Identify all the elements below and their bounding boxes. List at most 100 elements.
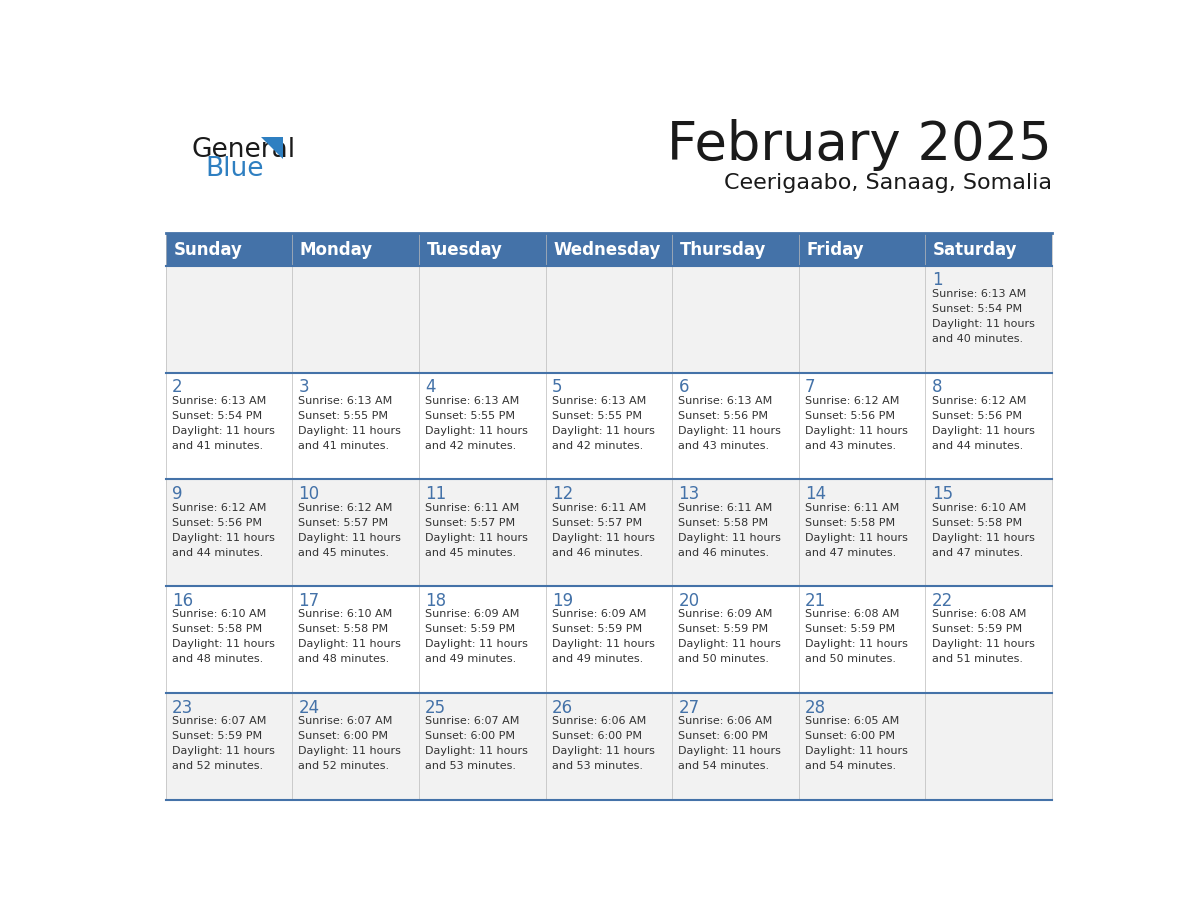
Text: Sunrise: 6:12 AM: Sunrise: 6:12 AM — [298, 502, 393, 512]
Text: Sunrise: 6:06 AM: Sunrise: 6:06 AM — [678, 716, 772, 726]
Text: Sunset: 5:59 PM: Sunset: 5:59 PM — [551, 624, 642, 634]
Text: Daylight: 11 hours: Daylight: 11 hours — [551, 746, 655, 756]
Bar — [925, 479, 1053, 587]
Text: Daylight: 11 hours: Daylight: 11 hours — [931, 426, 1035, 436]
Text: 19: 19 — [551, 592, 573, 610]
Text: 1: 1 — [931, 271, 942, 289]
Bar — [165, 373, 292, 479]
Text: Daylight: 11 hours: Daylight: 11 hours — [298, 640, 402, 649]
Text: Daylight: 11 hours: Daylight: 11 hours — [678, 426, 782, 436]
Text: Ceerigaabo, Sanaag, Somalia: Ceerigaabo, Sanaag, Somalia — [725, 174, 1053, 194]
Text: General: General — [191, 137, 296, 163]
Text: and 53 minutes.: and 53 minutes. — [425, 761, 516, 771]
Text: Blue: Blue — [206, 155, 264, 182]
Bar — [292, 373, 419, 479]
Text: 23: 23 — [172, 699, 192, 717]
Text: Daylight: 11 hours: Daylight: 11 hours — [425, 746, 527, 756]
Bar — [798, 587, 925, 693]
Bar — [292, 693, 419, 800]
Bar — [798, 479, 925, 587]
Bar — [292, 587, 419, 693]
Text: Friday: Friday — [807, 241, 864, 259]
Bar — [165, 233, 1053, 265]
Text: Sunrise: 6:12 AM: Sunrise: 6:12 AM — [805, 396, 899, 406]
Bar — [545, 265, 672, 373]
Bar — [545, 373, 672, 479]
Text: Daylight: 11 hours: Daylight: 11 hours — [678, 640, 782, 649]
Text: and 46 minutes.: and 46 minutes. — [551, 548, 643, 557]
Text: Sunrise: 6:12 AM: Sunrise: 6:12 AM — [172, 502, 266, 512]
Text: Daylight: 11 hours: Daylight: 11 hours — [298, 426, 402, 436]
Bar — [925, 373, 1053, 479]
Text: Sunset: 5:56 PM: Sunset: 5:56 PM — [172, 518, 261, 528]
Text: Daylight: 11 hours: Daylight: 11 hours — [931, 640, 1035, 649]
Bar — [672, 479, 798, 587]
Text: Daylight: 11 hours: Daylight: 11 hours — [931, 532, 1035, 543]
Bar — [165, 693, 292, 800]
Bar — [419, 587, 545, 693]
Text: Sunset: 5:55 PM: Sunset: 5:55 PM — [551, 410, 642, 420]
Text: and 41 minutes.: and 41 minutes. — [298, 441, 390, 451]
Text: Daylight: 11 hours: Daylight: 11 hours — [425, 426, 527, 436]
Text: and 44 minutes.: and 44 minutes. — [172, 548, 263, 557]
Text: 7: 7 — [805, 378, 815, 396]
Text: Saturday: Saturday — [934, 241, 1018, 259]
Text: Sunrise: 6:11 AM: Sunrise: 6:11 AM — [805, 502, 899, 512]
Text: and 41 minutes.: and 41 minutes. — [172, 441, 263, 451]
Text: Sunset: 5:58 PM: Sunset: 5:58 PM — [678, 518, 769, 528]
Bar — [798, 265, 925, 373]
Text: 14: 14 — [805, 485, 826, 503]
Bar — [419, 373, 545, 479]
Text: and 48 minutes.: and 48 minutes. — [172, 655, 263, 665]
Text: Daylight: 11 hours: Daylight: 11 hours — [298, 746, 402, 756]
Text: Sunrise: 6:09 AM: Sunrise: 6:09 AM — [551, 610, 646, 620]
Text: Daylight: 11 hours: Daylight: 11 hours — [425, 532, 527, 543]
Bar — [419, 479, 545, 587]
Text: and 42 minutes.: and 42 minutes. — [551, 441, 643, 451]
Text: February 2025: February 2025 — [668, 119, 1053, 172]
Text: Sunrise: 6:07 AM: Sunrise: 6:07 AM — [172, 716, 266, 726]
Text: Sunset: 5:59 PM: Sunset: 5:59 PM — [425, 624, 516, 634]
Text: Daylight: 11 hours: Daylight: 11 hours — [678, 532, 782, 543]
Text: Sunrise: 6:10 AM: Sunrise: 6:10 AM — [172, 610, 266, 620]
Text: Sunset: 5:56 PM: Sunset: 5:56 PM — [931, 410, 1022, 420]
Text: Sunrise: 6:05 AM: Sunrise: 6:05 AM — [805, 716, 899, 726]
Text: Daylight: 11 hours: Daylight: 11 hours — [551, 532, 655, 543]
Text: Daylight: 11 hours: Daylight: 11 hours — [805, 426, 908, 436]
Text: Sunset: 5:56 PM: Sunset: 5:56 PM — [805, 410, 895, 420]
Text: 18: 18 — [425, 592, 447, 610]
Text: 27: 27 — [678, 699, 700, 717]
Text: Sunset: 6:00 PM: Sunset: 6:00 PM — [298, 732, 388, 742]
Text: and 46 minutes.: and 46 minutes. — [678, 548, 770, 557]
Text: and 52 minutes.: and 52 minutes. — [172, 761, 263, 771]
Text: Sunrise: 6:13 AM: Sunrise: 6:13 AM — [425, 396, 519, 406]
Text: Sunset: 6:00 PM: Sunset: 6:00 PM — [805, 732, 895, 742]
Text: and 43 minutes.: and 43 minutes. — [678, 441, 770, 451]
Text: 5: 5 — [551, 378, 562, 396]
Bar — [419, 693, 545, 800]
Text: and 44 minutes.: and 44 minutes. — [931, 441, 1023, 451]
Text: Daylight: 11 hours: Daylight: 11 hours — [678, 746, 782, 756]
Text: Sunset: 5:59 PM: Sunset: 5:59 PM — [805, 624, 896, 634]
Text: Sunrise: 6:09 AM: Sunrise: 6:09 AM — [678, 610, 772, 620]
Text: Sunrise: 6:10 AM: Sunrise: 6:10 AM — [298, 610, 393, 620]
Text: Sunset: 5:55 PM: Sunset: 5:55 PM — [298, 410, 388, 420]
Text: and 49 minutes.: and 49 minutes. — [551, 655, 643, 665]
Text: 13: 13 — [678, 485, 700, 503]
Text: Daylight: 11 hours: Daylight: 11 hours — [172, 426, 274, 436]
Text: and 47 minutes.: and 47 minutes. — [805, 548, 896, 557]
Bar — [672, 373, 798, 479]
Bar — [419, 265, 545, 373]
Text: 17: 17 — [298, 592, 320, 610]
Text: Sunrise: 6:07 AM: Sunrise: 6:07 AM — [298, 716, 393, 726]
Text: Sunset: 5:59 PM: Sunset: 5:59 PM — [172, 732, 261, 742]
Text: Sunrise: 6:09 AM: Sunrise: 6:09 AM — [425, 610, 519, 620]
Text: Daylight: 11 hours: Daylight: 11 hours — [172, 532, 274, 543]
Text: Daylight: 11 hours: Daylight: 11 hours — [551, 426, 655, 436]
Text: Daylight: 11 hours: Daylight: 11 hours — [931, 319, 1035, 329]
Text: and 42 minutes.: and 42 minutes. — [425, 441, 517, 451]
Text: and 50 minutes.: and 50 minutes. — [805, 655, 896, 665]
Text: Sunset: 5:57 PM: Sunset: 5:57 PM — [551, 518, 642, 528]
Text: Daylight: 11 hours: Daylight: 11 hours — [805, 532, 908, 543]
Text: 15: 15 — [931, 485, 953, 503]
